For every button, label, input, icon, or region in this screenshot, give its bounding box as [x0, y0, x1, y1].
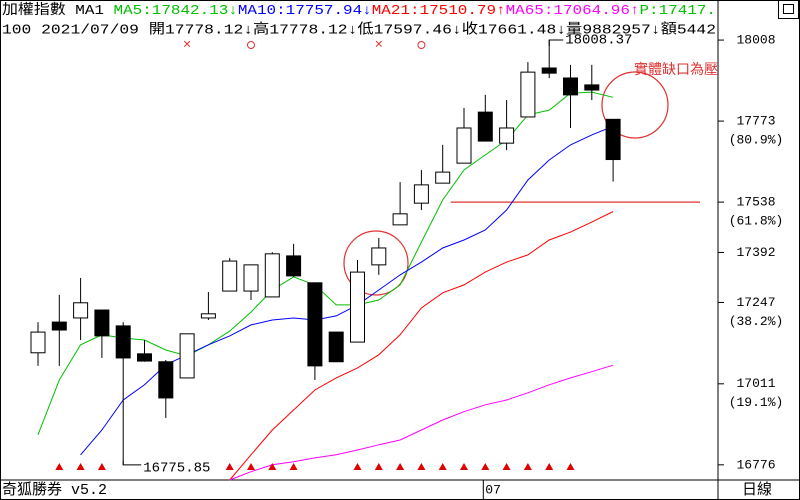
y-tick-note: (19.1%) [729, 395, 784, 410]
high-label: 18008.37 [565, 33, 632, 49]
signal-triangle [460, 463, 468, 470]
signal-triangle [55, 463, 64, 470]
candle-body [456, 127, 472, 164]
candle-body [286, 255, 302, 277]
buy-marker [247, 41, 255, 49]
highlight-circle [601, 71, 669, 139]
info-line: 100 2021/07/09 開17778.12↓高17778.12↓低1759… [2, 21, 716, 39]
signal-triangle [268, 463, 277, 470]
y-tick-label: 17538 [736, 195, 775, 210]
legend-entry: MA5:17842.13↓ [114, 3, 238, 19]
candle-body [605, 118, 621, 161]
spacer [104, 3, 114, 19]
window-button[interactable] [778, 0, 799, 19]
candle-body [477, 111, 493, 142]
signal-triangle [396, 463, 405, 470]
y-tick-label: 17392 [736, 245, 775, 260]
signal-triangle [481, 463, 490, 470]
candle-body [541, 67, 557, 74]
window-icon [783, 4, 794, 14]
candle-body [584, 84, 600, 91]
signal-triangle [502, 463, 511, 470]
header-legend: 加權指數 MA1 MA5:17842.13↓ MA10:17757.94↓ MA21… [2, 2, 716, 19]
candle-body [435, 171, 451, 184]
candle-body [243, 264, 259, 292]
legend-entry: MA21:17510.79↑ [372, 3, 506, 19]
y-tick-label: 17773 [736, 114, 775, 129]
candle-body [264, 253, 280, 298]
candle-body [392, 213, 408, 226]
y-tick-note: (38.2%) [729, 314, 784, 329]
period-label: 日線 [742, 481, 772, 499]
candle-body [350, 271, 365, 343]
candle-body [137, 353, 152, 362]
y-tick-label: 17011 [736, 376, 775, 391]
candle-body [371, 247, 387, 266]
signal-triangle [76, 463, 85, 470]
buy-marker [417, 41, 426, 49]
sell-marker: × [183, 38, 191, 54]
candle-body [222, 260, 238, 292]
legend-entry: MA10:17757.94↓ [238, 3, 372, 19]
highlight-circle [343, 230, 409, 296]
y-tick-note: (80.9%) [729, 133, 784, 148]
candle-body [30, 331, 46, 354]
y-tick-note: (61.8%) [729, 214, 784, 229]
legend-entry: MA65:17064.96↑ [506, 3, 640, 19]
candle-body [179, 333, 195, 379]
y-tick-label: 16776 [736, 457, 775, 472]
signal-triangle [566, 463, 575, 470]
annotation-leader [122, 460, 142, 466]
signal-triangle [353, 463, 362, 470]
candle-body [200, 313, 216, 319]
signal-triangle [417, 463, 426, 470]
candle-body [413, 184, 429, 204]
signal-triangle [97, 463, 106, 470]
brand: 奇狐勝券 v5.2 [2, 481, 107, 499]
y-tick-label: 18008 [736, 33, 775, 48]
candle-body [307, 282, 323, 367]
annotation: 實體缺口為壓 [634, 61, 718, 78]
signal-triangle [523, 463, 532, 470]
low-label: 16775.85 [143, 461, 210, 477]
signal-triangle [247, 463, 255, 470]
x-tick-label: 07 [485, 482, 501, 497]
candle-body [499, 127, 515, 144]
candle-body [520, 71, 536, 118]
y-tick-label: 17247 [736, 295, 775, 310]
candle-body [328, 331, 344, 363]
ma-line [229, 364, 614, 481]
candle-body [563, 77, 578, 96]
candle-body [115, 325, 131, 359]
signal-triangle [438, 463, 447, 470]
signal-triangle [545, 463, 554, 470]
candle-body [158, 361, 174, 399]
candle-body [51, 321, 67, 331]
ma-line [229, 211, 614, 481]
signal-triangle [289, 463, 298, 470]
sell-marker: × [375, 38, 383, 54]
signal-triangle [374, 463, 383, 470]
candle-body [73, 302, 89, 319]
signal-triangle [225, 463, 234, 470]
ma-line [37, 91, 614, 435]
annotation-leader [548, 39, 564, 46]
candle-body [94, 309, 110, 337]
chart-title: 加權指數 MA1 [2, 2, 104, 19]
price-label: P:17417. [639, 3, 716, 19]
